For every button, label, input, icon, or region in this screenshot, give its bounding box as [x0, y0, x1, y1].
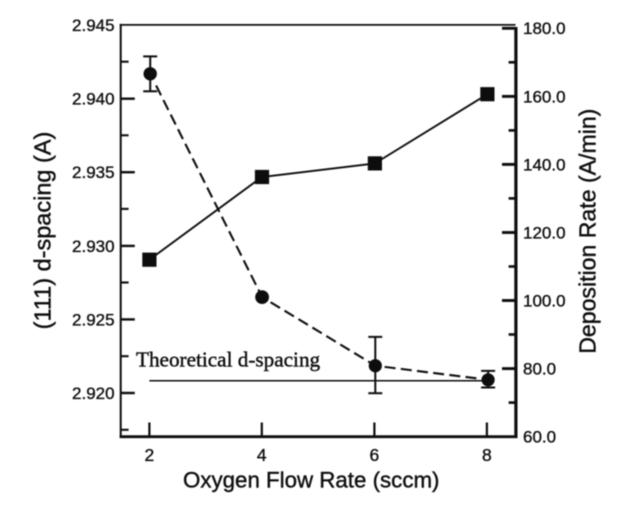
svg-text:6: 6: [370, 445, 380, 465]
svg-text:2.935: 2.935: [72, 163, 115, 182]
svg-text:2.945: 2.945: [72, 16, 115, 35]
svg-text:100.0: 100.0: [523, 291, 566, 310]
svg-text:160.0: 160.0: [523, 87, 566, 106]
svg-text:120.0: 120.0: [523, 223, 566, 242]
svg-text:2.930: 2.930: [72, 237, 115, 256]
svg-text:140.0: 140.0: [523, 155, 566, 174]
svg-text:(111) d-spacing (A): (111) d-spacing (A): [29, 132, 55, 330]
svg-text:80.0: 80.0: [523, 360, 556, 379]
svg-text:Oxygen Flow Rate (sccm): Oxygen Flow Rate (sccm): [183, 467, 439, 492]
svg-text:2.925: 2.925: [72, 310, 115, 329]
svg-text:2.920: 2.920: [72, 384, 115, 403]
svg-text:4: 4: [257, 445, 267, 465]
svg-text:Deposition Rate (A/min): Deposition Rate (A/min): [574, 109, 600, 354]
svg-text:60.0: 60.0: [523, 428, 556, 447]
svg-text:180.0: 180.0: [523, 19, 566, 38]
svg-text:2.940: 2.940: [72, 90, 115, 109]
svg-text:8: 8: [482, 445, 492, 465]
svg-text:Theoretical d-spacing: Theoretical d-spacing: [136, 347, 321, 371]
svg-text:2: 2: [145, 445, 155, 465]
